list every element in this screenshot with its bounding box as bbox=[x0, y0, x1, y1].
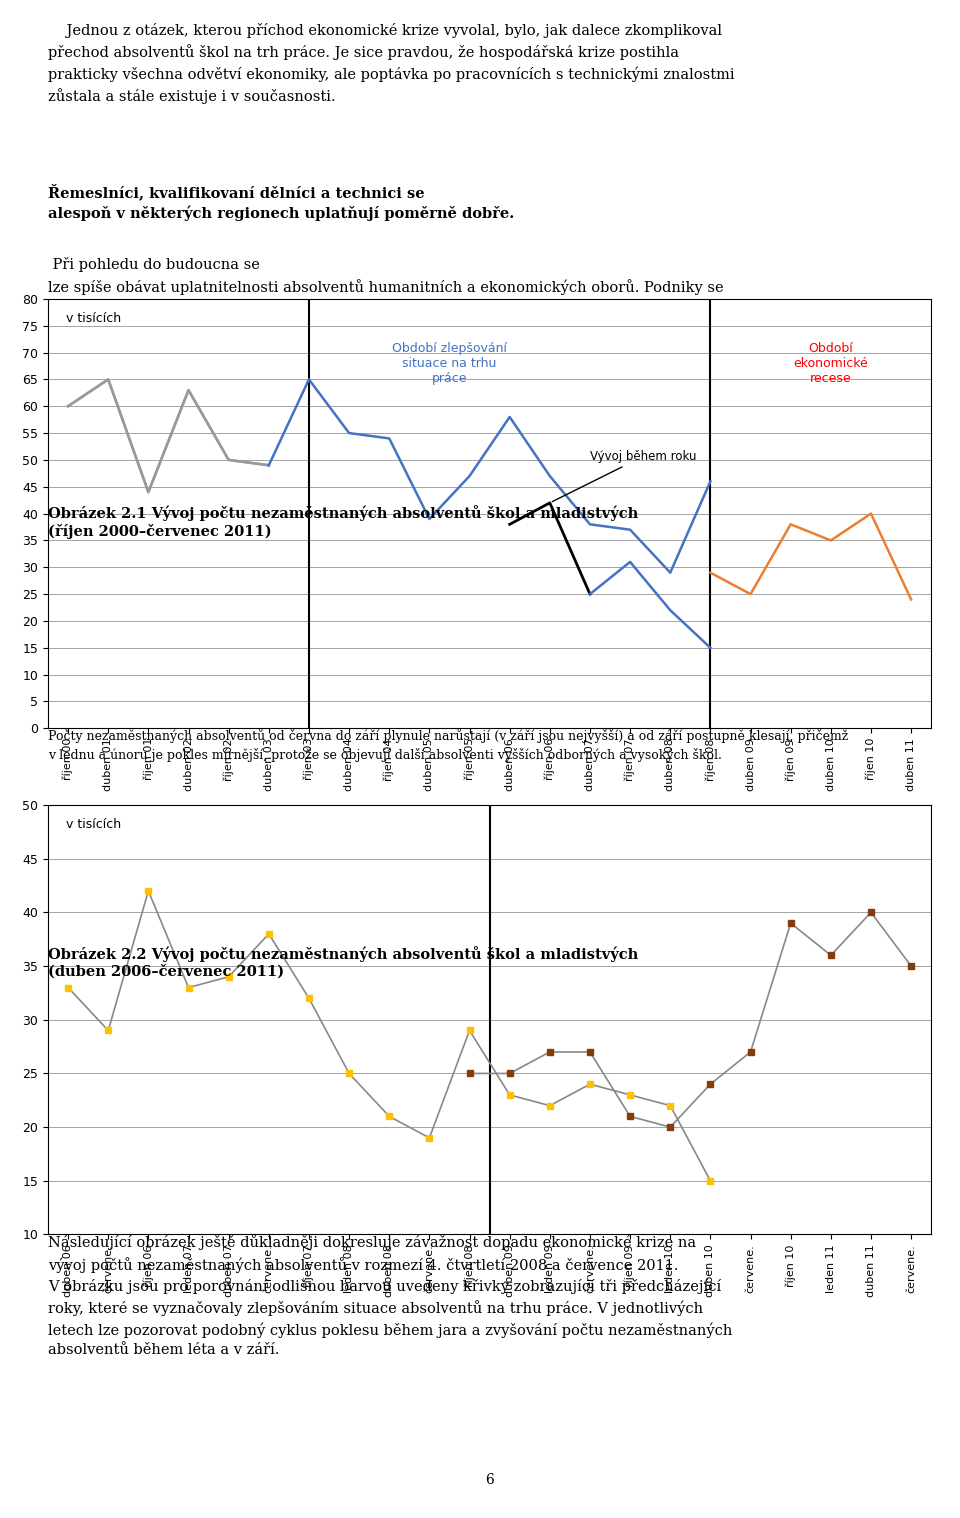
Text: v tisících: v tisících bbox=[65, 818, 121, 830]
Text: Vývoj během roku: Vývoj během roku bbox=[552, 449, 696, 501]
Text: Obrázek 2.2 Vývoj počtu nezaměstnaných absolventů škol a mladistvých
(duben 2006: Obrázek 2.2 Vývoj počtu nezaměstnaných a… bbox=[48, 947, 638, 979]
Text: Následující obrázek ještě důkladněji dokresluje závažnost dopadu ekonomické kriz: Následující obrázek ještě důkladněji dok… bbox=[48, 1234, 732, 1357]
Text: Řemeslníci, kvalifikovaní dělníci a technici se
alespoň v některých regionech up: Řemeslníci, kvalifikovaní dělníci a tech… bbox=[48, 182, 515, 222]
Text: Jednou z otázek, kterou příchod ekonomické krize vyvolal, bylo, jak dalece zkomp: Jednou z otázek, kterou příchod ekonomic… bbox=[48, 23, 734, 105]
Text: Počty nezaměstnaných absolventů od června do září plynule narůstají (v září jsou: Počty nezaměstnaných absolventů od červn… bbox=[48, 729, 849, 762]
Text: Při pohledu do budoucna se
lze spíše obávat uplatnitelnosti absolventů humanitní: Při pohledu do budoucna se lze spíše obá… bbox=[48, 258, 746, 316]
Text: v tisících: v tisících bbox=[65, 311, 121, 325]
Text: Období
ekonomické
recese: Období ekonomické recese bbox=[794, 342, 868, 384]
Text: Období zlepšování
situace na trhu
práce: Období zlepšování situace na trhu práce bbox=[392, 342, 507, 384]
Text: 6: 6 bbox=[485, 1472, 494, 1488]
Text: Obrázek 2.1 Vývoj počtu nezaměstnaných absolventů škol a mladistvých
(říjen 2000: Obrázek 2.1 Vývoj počtu nezaměstnaných a… bbox=[48, 505, 638, 539]
